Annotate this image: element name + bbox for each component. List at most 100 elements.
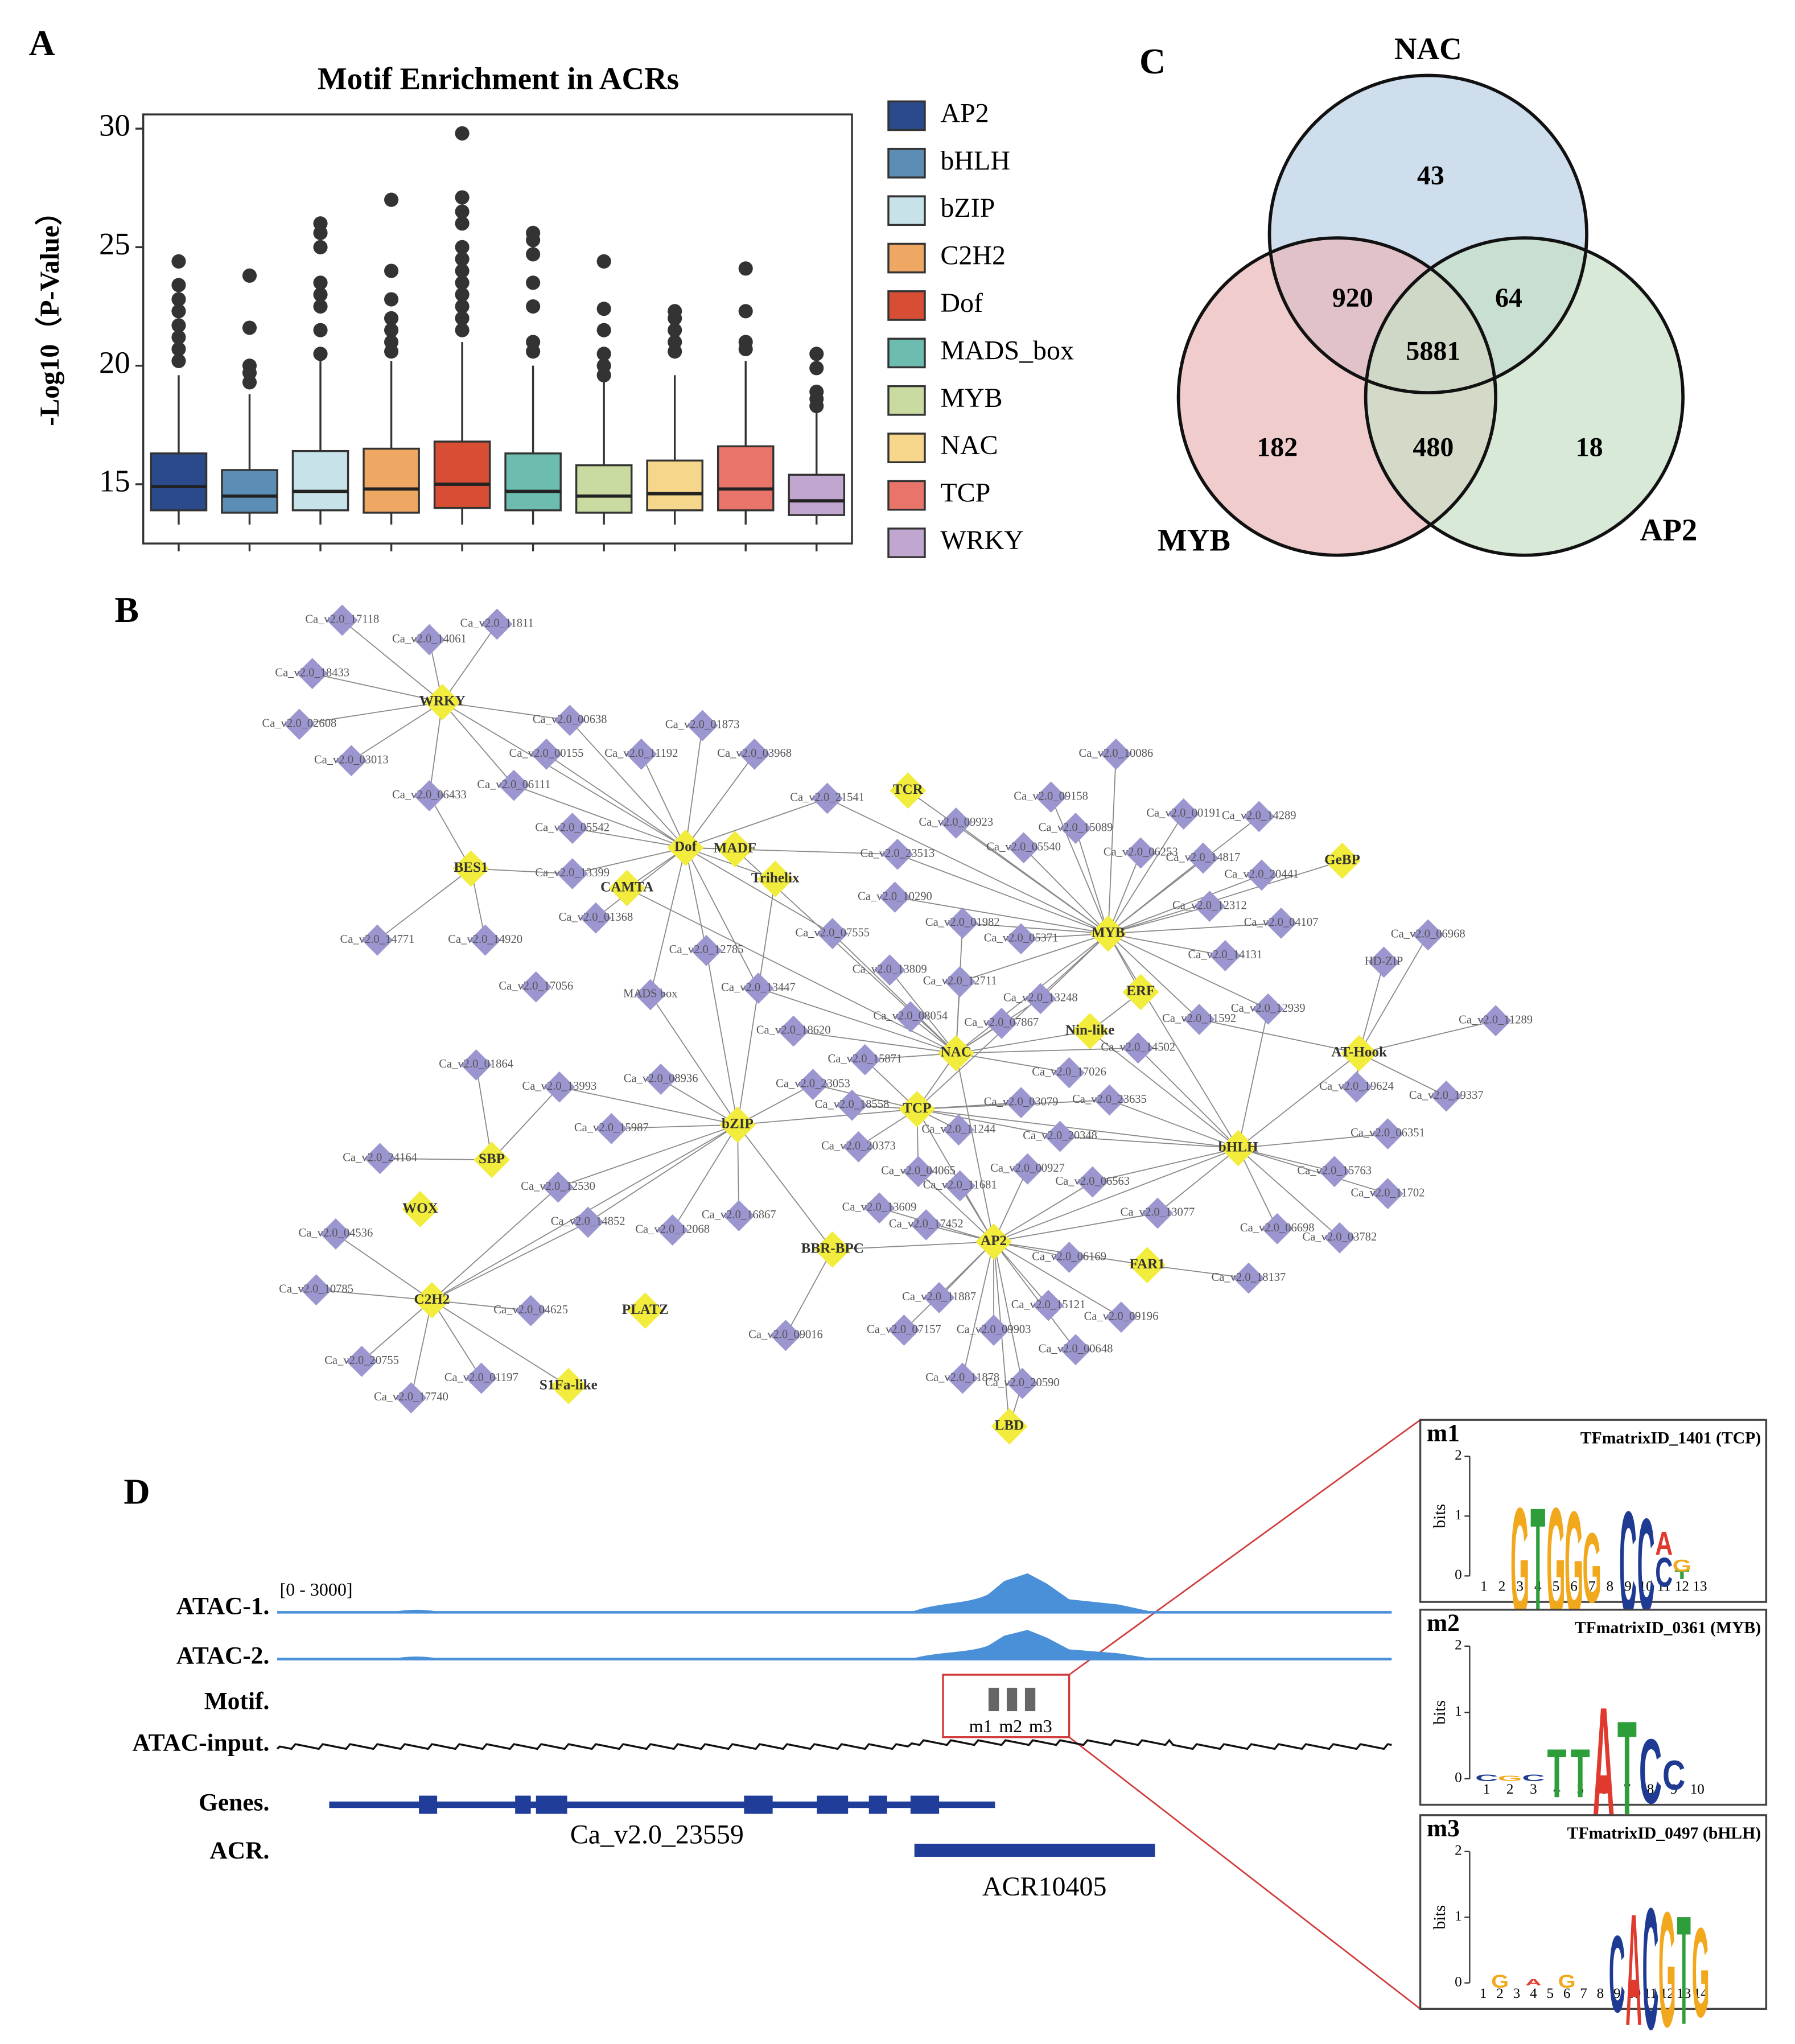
- target-label: Ca_v2.0_20373: [821, 1140, 896, 1152]
- logo-letter: G: [1673, 1556, 1691, 1575]
- signal-bump: [390, 1609, 443, 1613]
- tf-node: [757, 860, 794, 897]
- gene-exon: [910, 1795, 940, 1814]
- edge: [649, 847, 686, 995]
- logo-x-tick-label: 10: [1690, 1782, 1705, 1797]
- logo-x-tick-label: 4: [1534, 1579, 1542, 1594]
- edge: [1108, 905, 1210, 934]
- target-label: Ca_v2.0_14131: [1188, 949, 1262, 961]
- target-label: Ca_v2.0_10086: [1079, 747, 1154, 760]
- edge: [513, 785, 686, 848]
- outlier: [596, 302, 611, 316]
- tf-node: [1324, 842, 1361, 879]
- legend-label: AP2: [940, 98, 989, 128]
- target-label: Ca_v2.0_03968: [717, 747, 792, 760]
- target-node: [1060, 813, 1092, 844]
- outlier: [738, 335, 753, 349]
- logo-y-tick-label: 0: [1455, 1974, 1462, 1989]
- target-label: Ca_v2.0_03782: [1303, 1231, 1377, 1243]
- outlier: [809, 384, 824, 399]
- outlier: [526, 275, 541, 290]
- legend-swatch: [887, 290, 926, 321]
- logo-x-tick-label: 13: [1693, 1579, 1707, 1594]
- target-node: [843, 1131, 874, 1163]
- tf-label: S1Fa-like: [540, 1378, 598, 1393]
- target-node: [903, 1156, 934, 1188]
- edge: [1108, 858, 1204, 934]
- logo-x-tick-label: 10: [1639, 1579, 1653, 1594]
- target-label: Ca_v2.0_04065: [881, 1164, 956, 1177]
- tf-label: BES1: [454, 860, 488, 875]
- target-label: Ca_v2.0_23513: [861, 847, 935, 860]
- target-label: Ca_v2.0_15987: [574, 1122, 649, 1134]
- tf-node: [814, 1231, 851, 1268]
- target-label: Ca_v2.0_06253: [1104, 846, 1178, 859]
- track-label: Genes.: [199, 1789, 269, 1816]
- target-node: [542, 1171, 574, 1203]
- edge: [361, 1300, 433, 1362]
- logo-x-tick-label: 5: [1546, 1986, 1554, 2001]
- outlier: [526, 299, 541, 314]
- legend-label: WRKY: [940, 525, 1024, 555]
- tf-label: Dof: [674, 839, 697, 855]
- target-node: [1252, 993, 1284, 1025]
- edge: [685, 725, 703, 848]
- target-label: Ca_v2.0_11289: [1459, 1013, 1533, 1026]
- target-label: Ca_v2.0_17452: [889, 1218, 964, 1230]
- tf-label: GeBP: [1324, 852, 1360, 867]
- target-label: Ca_v2.0_12312: [1172, 899, 1247, 912]
- logo-letter: A: [1625, 1882, 1642, 2044]
- target-node: [817, 918, 849, 950]
- target-node: [942, 1114, 974, 1146]
- legend-label: C2H2: [940, 241, 1006, 271]
- target-node: [1168, 798, 1200, 830]
- target-node: [580, 902, 612, 934]
- edge: [1157, 1147, 1239, 1214]
- edge: [793, 1031, 956, 1054]
- target-label: Ca_v2.0_20755: [324, 1354, 399, 1367]
- target-node: [1032, 1289, 1064, 1321]
- edge: [431, 1300, 569, 1387]
- target-node: [940, 807, 972, 839]
- outlier: [384, 335, 399, 349]
- target-label: Ca_v2.0_20441: [1224, 868, 1299, 881]
- range-label: [0 - 3000]: [280, 1580, 353, 1600]
- target-node: [657, 1214, 689, 1246]
- edge: [685, 847, 707, 951]
- outlier: [668, 323, 682, 337]
- edge: [737, 1108, 917, 1126]
- edge: [611, 1124, 738, 1130]
- outlier: [171, 341, 186, 357]
- edge: [431, 1222, 588, 1301]
- target-node: [1060, 1334, 1092, 1366]
- tf-label: bHLH: [1218, 1139, 1258, 1155]
- target-label: Ca_v2.0_07867: [964, 1016, 1039, 1029]
- tf-label: TCP: [903, 1101, 931, 1116]
- edge: [1060, 1136, 1238, 1149]
- edge: [587, 1124, 738, 1223]
- legend-swatch: [887, 242, 926, 274]
- logo-frame: [1419, 1419, 1768, 1603]
- tf-label: MYB: [1092, 925, 1125, 940]
- logo-y-tick-label: 1: [1455, 1507, 1462, 1523]
- y-tick-label: 30: [99, 108, 130, 143]
- logo-y-label: bits: [1431, 1700, 1449, 1725]
- tf-node: [474, 1141, 510, 1178]
- target-label: HD-ZIP: [1365, 955, 1403, 968]
- edge: [650, 994, 738, 1126]
- panel-label: B: [114, 590, 139, 630]
- edge: [1238, 1133, 1388, 1149]
- tf-label: CAMTA: [600, 879, 653, 895]
- boxplot: Motif Enrichment in ACRs -Log10（P-Value）…: [35, 61, 1074, 558]
- target-label: Ca_v2.0_12939: [1231, 1002, 1306, 1015]
- edge: [889, 970, 957, 1054]
- tf-node: [975, 1223, 1012, 1260]
- edge: [1108, 860, 1343, 934]
- motif-label: m3: [1029, 1716, 1052, 1736]
- gene-exon: [419, 1795, 438, 1814]
- target-label: Ca_v2.0_17118: [305, 613, 379, 626]
- target-label: Ca_v2.0_09196: [1084, 1310, 1159, 1322]
- edge: [380, 1158, 492, 1161]
- edge: [960, 933, 1109, 983]
- target-label: Ca_v2.0_03013: [314, 753, 389, 766]
